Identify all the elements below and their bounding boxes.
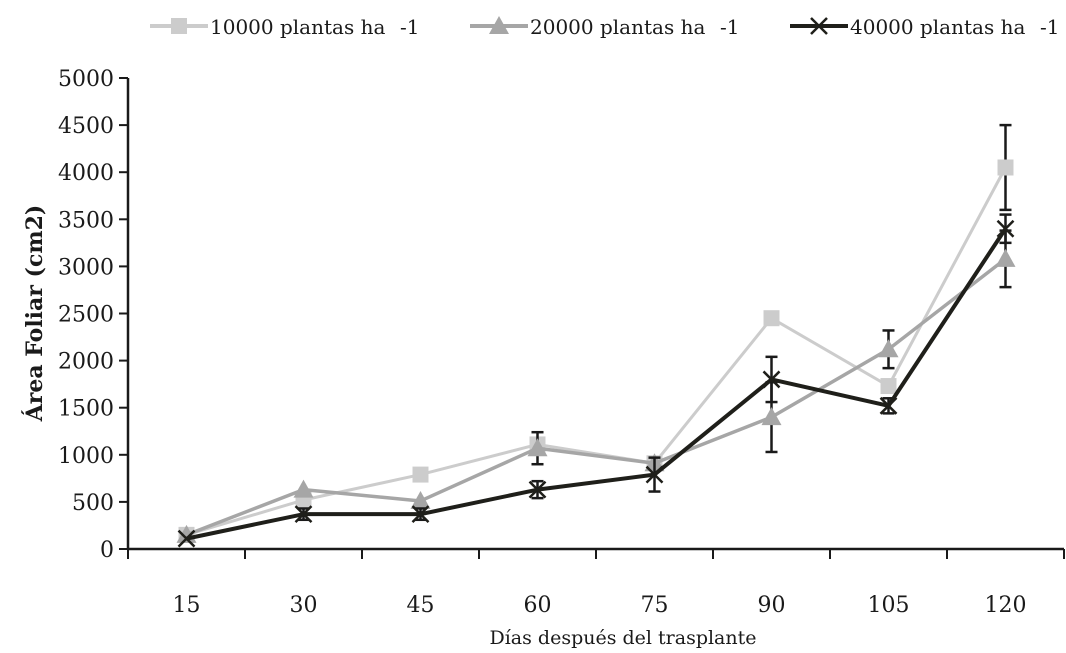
y-tick-label-1500: 1500 <box>58 397 114 422</box>
legend-swatch-marker <box>489 16 509 34</box>
legend-label: 40000 plantas ha <box>850 15 1025 39</box>
data-point <box>880 378 897 395</box>
legend: 10000 plantas ha -1 20000 plantas ha -1 4000… <box>150 15 1059 39</box>
data-point <box>527 438 548 457</box>
series-line <box>185 257 1007 537</box>
legend-label-sup: -1 <box>720 15 739 39</box>
x-axis-label: Días después del trasplante <box>489 627 756 649</box>
data-point <box>293 479 314 498</box>
data-point <box>878 339 899 358</box>
data-point <box>528 480 547 499</box>
x-axis: 15 30 45 60 75 90 105 120 <box>127 547 1065 618</box>
data-point <box>762 370 781 389</box>
data-point <box>996 219 1015 238</box>
x-tick-label-120: 120 <box>985 593 1027 618</box>
legend-swatch-marker <box>810 17 828 35</box>
y-tick-label-5000: 5000 <box>58 67 114 92</box>
y-axis-label: Área Foliar (cm2) <box>21 205 48 423</box>
series-line <box>186 166 1007 537</box>
legend-swatch-marker <box>171 18 187 34</box>
legend-label: 10000 plantas ha <box>210 15 385 39</box>
data-point <box>177 529 196 548</box>
data-point <box>412 466 429 483</box>
x-tick-label-90: 90 <box>758 593 786 618</box>
y-tick-label-4000: 4000 <box>58 161 114 186</box>
y-axis: 0 500 1000 1500 2000 2500 3000 3500 4000 4500 5000 <box>58 67 130 563</box>
legend-item-1: 10000 plantas ha -1 <box>150 15 419 39</box>
legend-item-3: 40000 plantas ha -1 <box>790 15 1059 39</box>
data-point <box>645 465 664 484</box>
x-tick-label-45: 45 <box>407 593 435 618</box>
x-tick-label-75: 75 <box>641 593 669 618</box>
series-line <box>186 227 1008 541</box>
data-point <box>997 159 1014 176</box>
legend-label: 20000 plantas ha <box>530 15 705 39</box>
y-tick-label-0: 0 <box>100 538 114 563</box>
plot-area <box>176 123 1016 548</box>
y-tick-label-3000: 3000 <box>58 255 114 280</box>
legend-item-2: 20000 plantas ha -1 <box>470 15 739 39</box>
x-tick-label-30: 30 <box>290 593 318 618</box>
data-point <box>763 310 780 327</box>
legend-label-sup: -1 <box>400 15 419 39</box>
series-2 <box>176 229 1016 543</box>
data-point <box>411 505 430 524</box>
data-point <box>761 407 782 426</box>
data-point <box>879 396 898 415</box>
data-point <box>410 490 431 509</box>
x-tick-label-15: 15 <box>173 593 201 618</box>
y-tick-label-500: 500 <box>72 491 114 516</box>
data-point <box>294 505 313 524</box>
y-tick-label-1000: 1000 <box>58 444 114 469</box>
y-tick-label-4500: 4500 <box>58 114 114 139</box>
x-tick-label-60: 60 <box>524 593 552 618</box>
data-point <box>995 248 1016 267</box>
y-tick-label-2000: 2000 <box>58 350 114 375</box>
y-tick-label-3500: 3500 <box>58 208 114 233</box>
x-tick-label-105: 105 <box>868 593 910 618</box>
y-tick-label-2500: 2500 <box>58 303 114 328</box>
legend-label-sup: -1 <box>1040 15 1059 39</box>
series-3 <box>177 213 1015 548</box>
